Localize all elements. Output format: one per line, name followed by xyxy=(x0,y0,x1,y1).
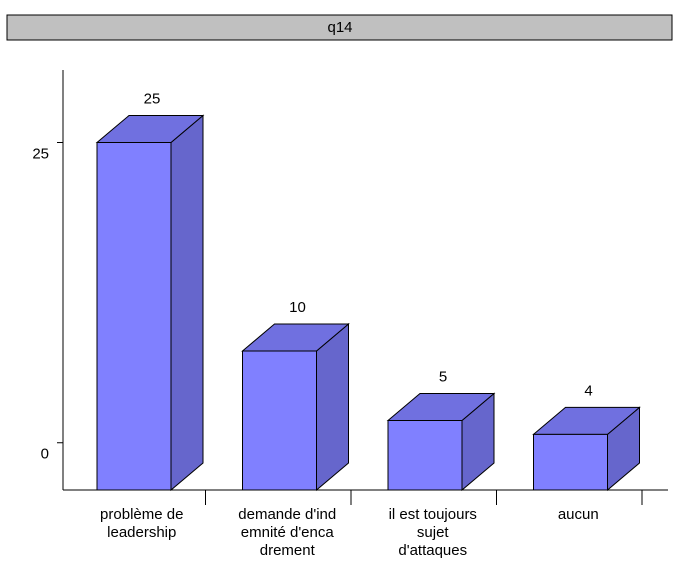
x-tick-label: sujet xyxy=(417,524,450,541)
bar-side xyxy=(316,322,349,492)
data-label: 10 xyxy=(289,299,306,316)
bar xyxy=(242,350,317,491)
y-tick-label: 0 xyxy=(41,446,49,463)
x-tick-label: leadership xyxy=(107,524,176,541)
bar xyxy=(533,433,608,491)
x-tick-label: emnité d'enca xyxy=(241,524,335,541)
bar xyxy=(96,142,172,491)
chart-title: q14 xyxy=(327,19,352,36)
data-label: 5 xyxy=(439,368,447,385)
data-label: 4 xyxy=(584,382,592,399)
data-label: 25 xyxy=(144,90,161,107)
x-tick-label: d'attaques xyxy=(398,542,467,559)
x-tick-label: il est toujours xyxy=(389,506,477,523)
x-tick-label: drement xyxy=(260,542,316,559)
bar xyxy=(387,420,463,491)
bar-side xyxy=(170,114,204,492)
x-tick-label: aucun xyxy=(558,506,599,523)
x-tick-label: problème de xyxy=(100,506,183,523)
y-tick-label: 25 xyxy=(32,145,49,162)
x-tick-label: demande d'ind xyxy=(238,506,336,523)
title-bar xyxy=(6,14,673,41)
